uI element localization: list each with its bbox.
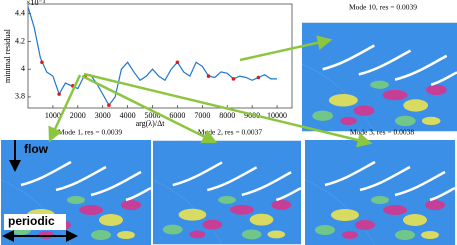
arrows — [48, 35, 373, 148]
marker — [206, 74, 211, 78]
x-tick-label: 8000 — [219, 111, 235, 120]
marker — [40, 60, 44, 65]
x-tick-label: 4000 — [120, 111, 136, 120]
x-tick-label: 5000 — [145, 111, 161, 120]
arrow — [239, 35, 333, 62]
panel-title: Mode 1, res = 0.0039 — [58, 128, 122, 137]
panel-title: Mode 3, res = 0.0038 — [350, 128, 414, 137]
panel-title: Mode 2, res = 0.0037 — [198, 128, 262, 137]
marker — [57, 92, 61, 96]
x-tick-label: 10000 — [267, 111, 287, 120]
x-axis-label: arg(λ)/Δt — [136, 119, 166, 128]
y-axis-label: minimal residual — [3, 28, 12, 83]
y-tick-label: 4 — [21, 64, 25, 73]
marker — [231, 77, 236, 81]
x-tick-label: 1000 — [45, 111, 61, 120]
marker — [256, 75, 261, 80]
marker — [175, 60, 180, 65]
mode-image — [302, 21, 457, 133]
y-tick-label: 3.8 — [15, 92, 25, 101]
data-line — [27, 6, 278, 107]
x-tick-label: 2000 — [70, 111, 86, 120]
marker — [107, 103, 111, 108]
y-tick-label: 4.2 — [15, 36, 25, 45]
y-scale-label: ×10⁻³ — [26, 0, 46, 7]
arrow — [48, 74, 82, 143]
x-tick-label: 6000 — [169, 111, 185, 120]
x-tick-label: 3000 — [95, 111, 111, 120]
periodic-label: periodic — [8, 214, 55, 228]
mode-image — [153, 140, 301, 245]
y-tick-label: 4.4 — [15, 9, 25, 18]
mode-image — [303, 140, 457, 245]
arrow — [81, 74, 218, 144]
label-bg — [4, 214, 66, 230]
flow-label: flow — [24, 142, 49, 156]
panel-title: Mode 10, res = 0.0039 — [349, 3, 417, 12]
x-tick-label: 7000 — [194, 111, 210, 120]
arrow — [83, 72, 373, 148]
